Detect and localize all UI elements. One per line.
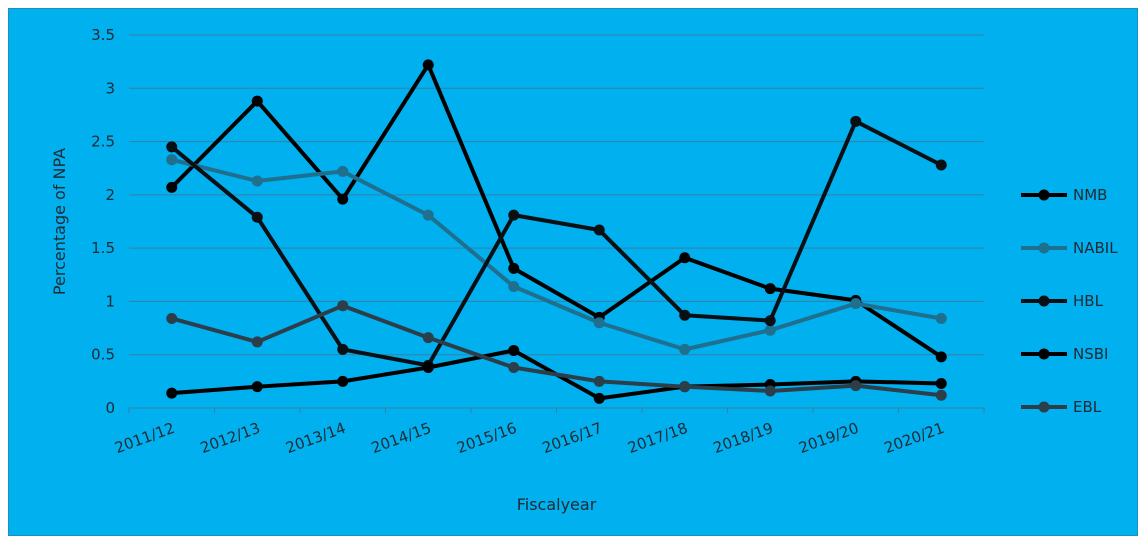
data-point (337, 300, 349, 312)
y-axis-ticks: 0 0.5 1 1.5 2 2.5 3 3.5 (91, 26, 115, 417)
legend-marker (1038, 242, 1050, 254)
x-tick-label: 2013/14 (283, 419, 348, 457)
data-point (422, 209, 434, 221)
x-tick-label: 2019/20 (796, 419, 861, 457)
data-point (850, 380, 862, 392)
data-point (337, 165, 349, 177)
legend-item: NMB (1021, 186, 1107, 204)
data-point (508, 344, 520, 356)
data-point (508, 281, 520, 293)
series-line (171, 157, 942, 352)
data-point (422, 59, 434, 71)
data-point (593, 317, 605, 329)
data-point (251, 211, 263, 223)
data-point (422, 332, 434, 344)
data-point (764, 324, 776, 336)
x-tick-label: 2016/17 (540, 419, 605, 457)
data-point (251, 336, 263, 348)
legend-item: HBL (1021, 292, 1104, 310)
x-tick-label: 2012/13 (198, 419, 263, 457)
y-tick-label: 2.5 (91, 133, 115, 151)
x-tick-label: 2014/15 (369, 419, 434, 457)
data-point (935, 389, 947, 401)
series-ebl (166, 300, 947, 401)
gridlines (129, 34, 984, 356)
data-point (593, 224, 605, 236)
data-point (593, 375, 605, 387)
data-point (166, 312, 178, 324)
x-tick-label: 2015/16 (454, 419, 519, 457)
series-nmb (166, 59, 947, 363)
x-tick-label: 2018/19 (711, 419, 776, 457)
legend-marker (1038, 295, 1050, 307)
data-point (508, 362, 520, 374)
legend-item: EBL (1021, 398, 1102, 416)
legend-label: EBL (1073, 398, 1102, 416)
data-point (166, 181, 178, 193)
data-point (251, 175, 263, 187)
series-line (171, 303, 942, 398)
x-axis-title: Fiscalyear (517, 495, 597, 514)
data-point (166, 387, 178, 399)
data-point (679, 343, 691, 355)
legend-label: NABIL (1073, 239, 1118, 257)
data-point (251, 381, 263, 393)
x-tick-label: 2017/18 (625, 419, 690, 457)
y-tick-label: 1 (105, 292, 115, 310)
data-point (850, 298, 862, 310)
data-point (764, 315, 776, 327)
series-hbl (166, 115, 947, 371)
data-point (508, 262, 520, 274)
data-point (337, 193, 349, 205)
data-point (337, 343, 349, 355)
x-tick-label: 2011/12 (112, 419, 177, 457)
data-point (935, 312, 947, 324)
legend-label: HBL (1073, 292, 1104, 310)
data-point (850, 115, 862, 127)
data-point (679, 381, 691, 393)
y-tick-label: 3.5 (91, 26, 115, 44)
series-line (170, 119, 943, 368)
data-point (166, 154, 178, 166)
series-group (166, 59, 947, 404)
data-point (764, 385, 776, 397)
legend-marker (1038, 401, 1050, 413)
x-tick-label: 2020/21 (882, 419, 947, 457)
series-line (170, 62, 943, 359)
data-point (935, 377, 947, 389)
legend-item: NABIL (1021, 239, 1118, 257)
x-axis-ticks: 2011/12 2012/13 2013/14 2014/15 2015/16 2016/… (112, 408, 985, 457)
data-point (251, 95, 263, 107)
data-point (508, 209, 520, 221)
y-axis-title: Percentage of NPA (50, 148, 69, 295)
data-point (935, 159, 947, 171)
legend-marker (1038, 348, 1050, 360)
y-tick-label: 2 (105, 186, 115, 204)
chart-frame: 0 0.5 1 1.5 2 2.5 3 3.5 2011/12 2012/13 2013/14 20… (8, 8, 1138, 536)
legend: NMB NABIL HBL NSBI EBL (1021, 186, 1118, 416)
line-chart: 00.511.522.533.5 2011/12 2012/13 2013/14 20… (50, 26, 1118, 514)
data-point (679, 309, 691, 321)
data-point (422, 362, 434, 374)
legend-label: NMB (1073, 186, 1107, 204)
legend-marker (1038, 189, 1050, 201)
data-point (593, 392, 605, 404)
data-point (935, 351, 947, 363)
data-point (679, 252, 691, 264)
y-tick-label: 0 (105, 399, 115, 417)
data-point (764, 283, 776, 295)
y-tick-label: 3 (105, 79, 115, 97)
series-nabil (166, 154, 947, 355)
data-point (337, 375, 349, 387)
legend-item: NSBI (1021, 345, 1108, 363)
y-tick-label: 0.5 (91, 346, 115, 364)
y-tick-label: 1.5 (91, 239, 115, 257)
legend-label: NSBI (1073, 345, 1108, 363)
data-point (166, 141, 178, 153)
